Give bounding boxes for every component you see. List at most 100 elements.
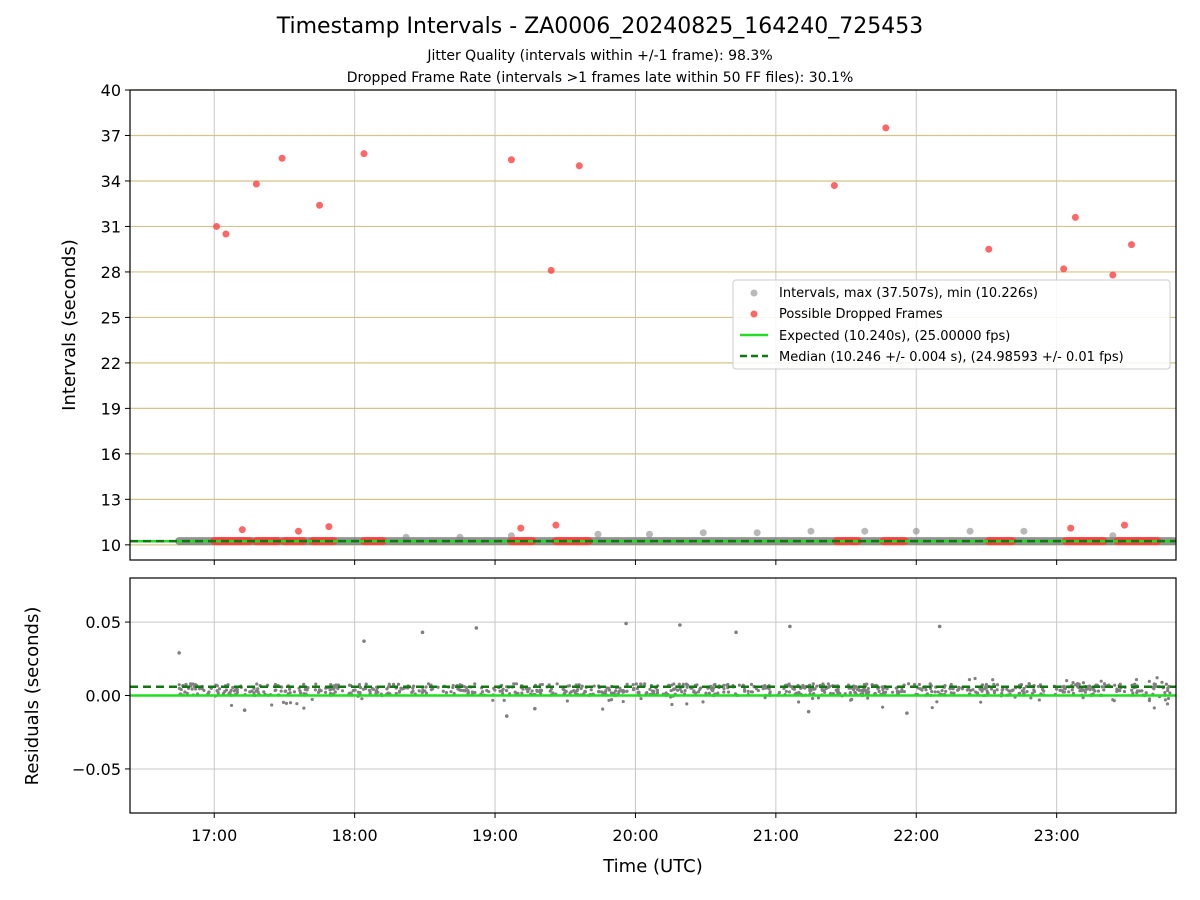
legend-label-expected: Expected (10.240s), (25.00000 fps) — [779, 329, 1010, 344]
interval-point — [912, 527, 920, 535]
residual-point — [412, 684, 416, 688]
residuals-ticks: 17:00 18:00 19:00 20:00 21:00 22:00 23:00 −0.05… — [72, 613, 1080, 845]
residual-point — [360, 697, 364, 701]
residual-point — [436, 685, 440, 689]
residual-point — [202, 688, 206, 693]
residual-point — [1100, 685, 1104, 689]
residual-point — [617, 689, 621, 694]
residual-point — [1067, 690, 1071, 694]
x-tick-label: 17:00 — [191, 826, 237, 845]
residual-point — [940, 689, 944, 693]
residual-point — [949, 682, 953, 687]
residual-point — [722, 686, 726, 691]
residual-point — [761, 687, 765, 691]
residual-point — [1115, 687, 1119, 691]
residual-point — [881, 705, 885, 709]
residual-point — [885, 687, 889, 691]
residual-point — [487, 690, 491, 694]
residual-point — [538, 688, 542, 692]
residual-point — [184, 682, 188, 687]
residual-point — [625, 682, 629, 686]
residual-point — [979, 700, 983, 704]
residual-point — [854, 684, 858, 689]
residuals-ytick-label: 0.00 — [85, 687, 121, 706]
residual-point — [288, 701, 293, 705]
residual-point — [722, 683, 726, 687]
residual-point — [976, 691, 980, 695]
residual-point — [1021, 689, 1025, 693]
residual-point — [368, 690, 372, 694]
residual-point — [1005, 687, 1009, 691]
residual-point — [673, 687, 677, 691]
residual-point — [943, 684, 947, 688]
residual-point — [255, 682, 259, 686]
residual-point — [811, 682, 815, 686]
residual-point — [707, 691, 711, 695]
residual-point — [1081, 696, 1085, 700]
residual-point — [535, 689, 539, 693]
residual-point — [1011, 688, 1015, 692]
residual-point — [417, 689, 421, 693]
residual-point — [978, 687, 982, 691]
residual-point — [351, 688, 355, 693]
residual-point — [197, 687, 202, 691]
residual-point — [283, 689, 287, 693]
residual-point — [813, 687, 817, 691]
residual-point — [310, 697, 314, 701]
residual-point — [463, 689, 468, 693]
residual-point — [601, 707, 605, 711]
residual-point — [357, 682, 362, 687]
residual-point — [1032, 688, 1036, 692]
residual-point — [565, 699, 569, 703]
residual-point — [631, 683, 635, 687]
legend-marker-intervals — [750, 289, 758, 297]
residual-point — [256, 687, 260, 691]
residual-point — [561, 687, 565, 691]
residual-point — [1147, 679, 1151, 683]
residual-point — [274, 688, 278, 692]
residual-point — [1025, 690, 1029, 694]
residual-point — [567, 684, 572, 688]
residual-point — [223, 689, 227, 694]
residual-point — [655, 691, 660, 695]
residual-point — [605, 686, 609, 690]
residual-point — [607, 698, 611, 702]
residual-point — [870, 682, 874, 687]
residual-point — [580, 684, 584, 688]
residual-point — [1040, 687, 1045, 692]
residuals-ytick-label: −0.05 — [72, 760, 121, 779]
residual-point — [645, 691, 649, 695]
residual-point — [1152, 706, 1156, 710]
intervals-ytick-label: 10 — [101, 536, 121, 555]
residual-point — [1037, 698, 1041, 702]
residuals-ytick-label: 0.05 — [85, 613, 121, 632]
residual-point — [1071, 691, 1076, 695]
residual-point — [215, 684, 219, 688]
residuals-panel: 17:00 18:00 19:00 20:00 21:00 22:00 23:00 −0.05… — [22, 577, 1177, 877]
residual-point — [849, 698, 853, 702]
dropped-frame-point — [830, 182, 838, 190]
residual-point — [767, 687, 771, 691]
residual-point — [530, 689, 534, 693]
dropped-frame-point — [294, 527, 302, 535]
residual-point — [516, 691, 520, 695]
residual-point — [540, 682, 545, 687]
residual-point — [243, 688, 248, 692]
residual-point — [374, 688, 379, 693]
legend-label-median: Median (10.246 +/- 0.004 s), (24.98593 +… — [779, 350, 1124, 365]
residual-point — [1122, 689, 1127, 694]
residual-point — [704, 691, 708, 695]
x-tick-label: 21:00 — [753, 826, 799, 845]
dropped-frame-point — [213, 222, 221, 230]
residual-point — [1166, 696, 1171, 701]
residual-point — [318, 689, 322, 693]
dropped-frame-rate-subtitle: Dropped Frame Rate (intervals >1 frames … — [346, 70, 854, 86]
interval-point — [645, 530, 653, 538]
residual-point — [625, 689, 629, 693]
intervals-panel: 10 13 16 19 22 25 28 31 34 37 40 Intervals (second… — [59, 81, 1177, 565]
residual-point — [936, 690, 940, 694]
residual-point — [177, 686, 182, 690]
residual-point — [877, 689, 881, 693]
residual-point — [1096, 689, 1101, 693]
